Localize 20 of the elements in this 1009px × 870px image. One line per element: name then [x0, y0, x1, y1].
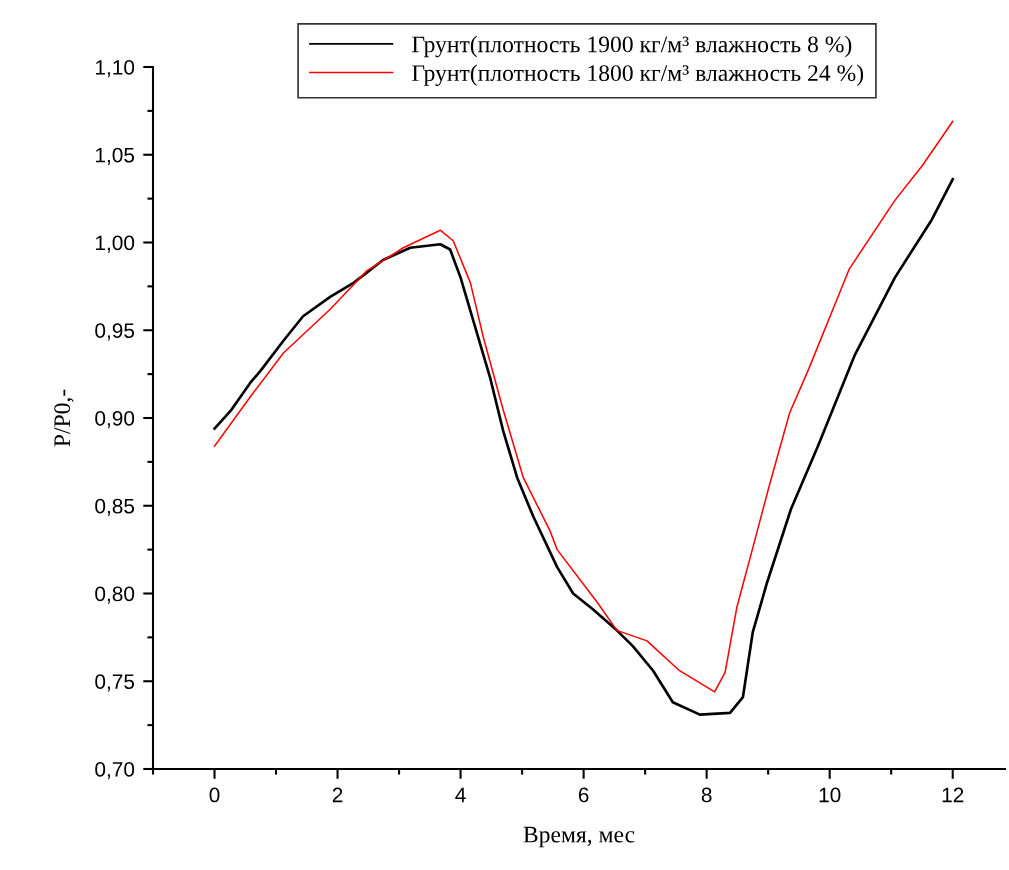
y-tick-label: 1,00: [95, 235, 135, 253]
y-tick-label: 1,05: [95, 147, 135, 165]
y-tick-label: 0,70: [95, 762, 135, 780]
x-tick-label: 8: [701, 787, 712, 803]
legend-label: Грунт(плотность 1800 кг/м³ влажность 24 %): [412, 64, 864, 86]
y-tick-label: 0,80: [95, 586, 135, 604]
y-tick-label: 0,75: [95, 674, 135, 692]
y-tick-label: 1,10: [95, 60, 135, 78]
x-axis-title: Время, мес: [523, 826, 635, 848]
x-tick-label: 12: [942, 787, 964, 803]
y-tick-label: 0,90: [95, 411, 135, 429]
y-tick-label: 0,95: [95, 323, 135, 341]
y-tick-label: 0,85: [95, 498, 135, 516]
x-tick-label: 10: [819, 787, 841, 803]
x-tick-label: 6: [578, 787, 589, 803]
x-tick-label: 2: [332, 787, 343, 803]
x-tick-label: 4: [455, 787, 466, 803]
y-axis-title: P/P0,-: [54, 389, 74, 447]
legend-label: Грунт(плотность 1900 кг/м³ влажность 8 %): [412, 35, 852, 58]
x-tick-label: 0: [209, 787, 220, 803]
